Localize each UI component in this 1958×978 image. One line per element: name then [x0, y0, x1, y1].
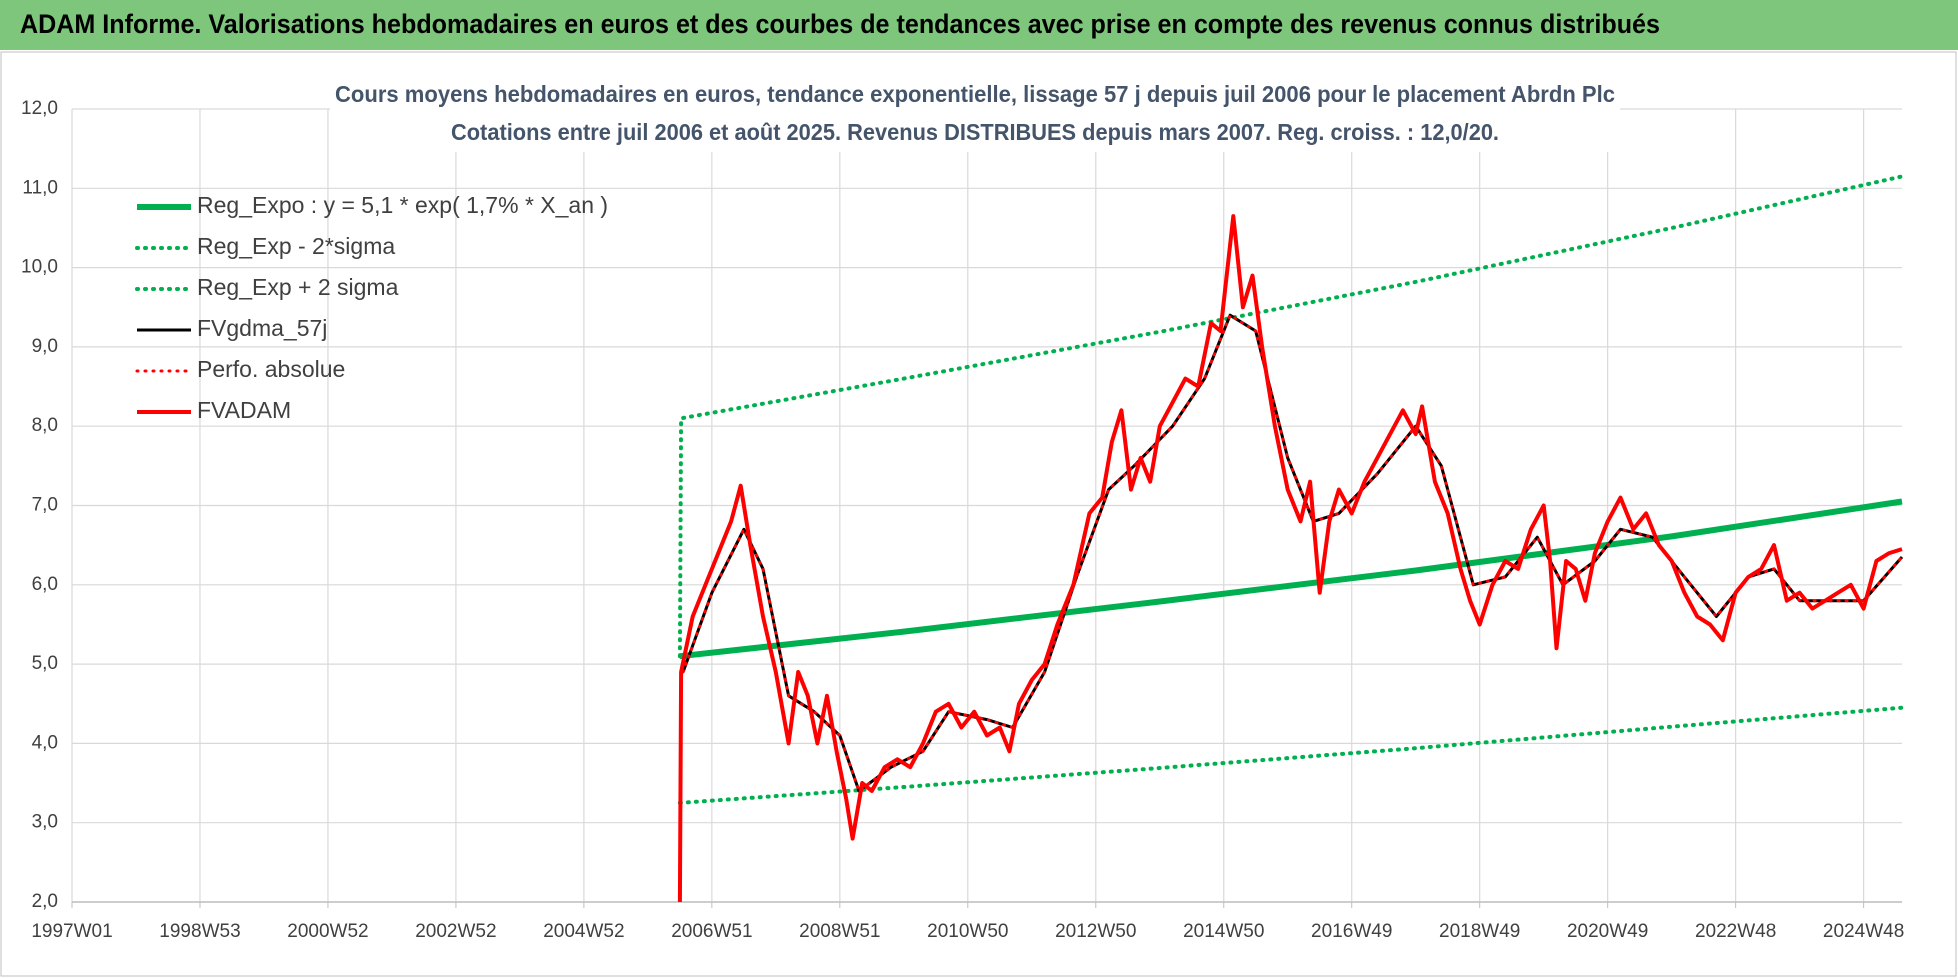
title-box — [330, 78, 1620, 152]
legend-label: FVgdma_57j — [197, 315, 327, 341]
x-tick-label: 2002W52 — [415, 921, 496, 942]
series-line — [679, 498, 1903, 660]
x-tick-label: 2010W50 — [927, 921, 1008, 942]
header-bar — [0, 0, 1958, 50]
series-line — [677, 174, 1904, 659]
legend: Reg_Expo : y = 5,1 * exp( 1,7% * X_an ) R… — [135, 192, 608, 423]
y-tick-label: 11,0 — [22, 177, 58, 198]
x-tick-label: 2024W48 — [1823, 921, 1904, 942]
x-tick-label: 1997W01 — [31, 921, 112, 942]
x-tick-label: 1998W53 — [159, 921, 240, 942]
legend-label: Reg_Exp + 2 sigma — [197, 274, 399, 300]
x-tick-label: 2004W52 — [543, 921, 624, 942]
y-tick-label: 5,0 — [32, 653, 58, 674]
chart-frame — [0, 51, 1957, 977]
x-tick-label: 2008W51 — [799, 921, 880, 942]
series-line — [677, 214, 1903, 903]
chart-title: Cours moyens hebdomadaires en euros, ten… — [335, 81, 1615, 107]
legend-label: Perfo. absolue — [197, 356, 345, 382]
x-tick-label: 2012W50 — [1055, 921, 1136, 942]
plot-lines — [677, 174, 1904, 903]
y-tick-label: 3,0 — [32, 812, 58, 833]
y-tick-label: 9,0 — [32, 336, 58, 357]
x-tick-label: 2018W49 — [1439, 921, 1520, 942]
legend-label: Reg_Exp - 2*sigma — [197, 233, 395, 259]
y-tick-label: 8,0 — [32, 415, 58, 436]
y-tick-label: 7,0 — [32, 495, 58, 516]
x-tick-label: 2014W50 — [1183, 921, 1264, 942]
x-tick-label: 2000W52 — [287, 921, 368, 942]
y-tick-label: 4,0 — [32, 732, 58, 753]
x-tick-label: 2016W49 — [1311, 921, 1392, 942]
legend-label: Reg_Expo : y = 5,1 * exp( 1,7% * X_an ) — [197, 192, 608, 218]
grid: 2,0 3,0 4,0 5,0 6,0 7,0 8,0 9,0 10,0 11,0 12,0 1997… — [21, 98, 1904, 942]
y-tick-label: 6,0 — [32, 574, 58, 595]
series-line — [677, 705, 1904, 805]
y-tick-label: 10,0 — [21, 257, 58, 278]
y-tick-label: 12,0 — [21, 98, 58, 119]
page-title: ADAM Informe. Valorisations hebdomadaire… — [20, 9, 1660, 39]
x-tick-label: 2022W48 — [1695, 921, 1776, 942]
x-tick-label: 2020W49 — [1567, 921, 1648, 942]
x-tick-label: 2006W51 — [671, 921, 752, 942]
legend-label: FVADAM — [197, 397, 291, 423]
chart-subtitle: Cotations entre juil 2006 et août 2025. … — [451, 119, 1499, 145]
y-tick-label: 2,0 — [32, 891, 58, 912]
